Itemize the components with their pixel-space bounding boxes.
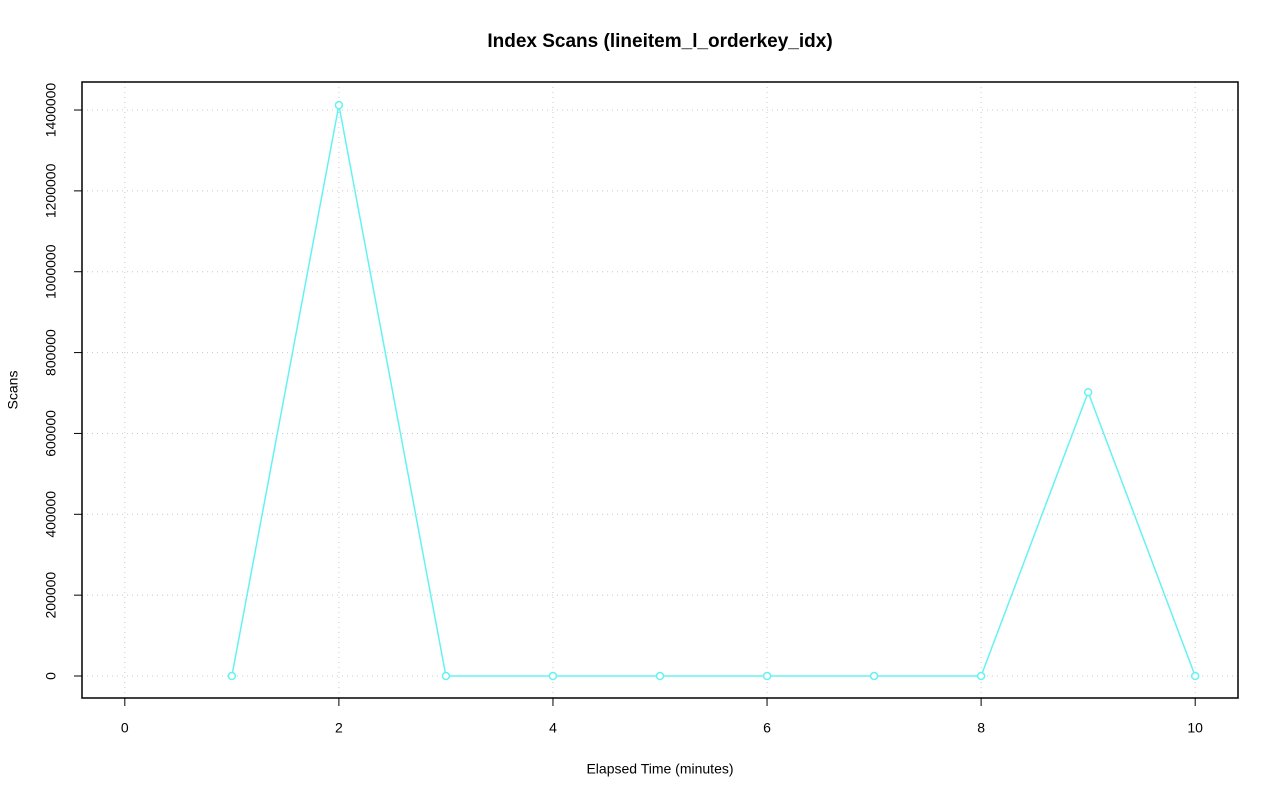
y-tick-label: 400000 [43, 491, 59, 538]
x-tick-label: 6 [763, 720, 771, 736]
plot-frame [81, 81, 1239, 699]
data-point [869, 671, 879, 681]
x-tick-label: 4 [549, 720, 557, 736]
y-axis-label: Scans [5, 371, 21, 410]
data-point [976, 671, 986, 681]
data-point [441, 671, 451, 681]
data-point [227, 671, 237, 681]
series-line [231, 105, 1196, 677]
x-tick-label: 0 [121, 720, 129, 736]
y-tick-label: 800000 [43, 329, 59, 376]
x-axis-label: Elapsed Time (minutes) [586, 761, 733, 777]
x-tick-label: 8 [977, 720, 985, 736]
y-tick-label: 1000000 [43, 244, 59, 299]
y-tick-label: 0 [43, 672, 59, 680]
y-tick-label: 1200000 [43, 163, 59, 218]
data-point [762, 671, 772, 681]
data-point [655, 671, 665, 681]
x-tick-label: 2 [335, 720, 343, 736]
chart-title: Index Scans (lineitem_l_orderkey_idx) [487, 31, 832, 52]
data-point [334, 100, 344, 110]
data-point [1190, 671, 1200, 681]
data-point [1083, 387, 1093, 397]
x-tick-label: 10 [1187, 720, 1203, 736]
y-tick-label: 1400000 [43, 83, 59, 138]
y-tick-label: 200000 [43, 572, 59, 619]
y-tick-label: 600000 [43, 410, 59, 457]
data-point [548, 671, 558, 681]
